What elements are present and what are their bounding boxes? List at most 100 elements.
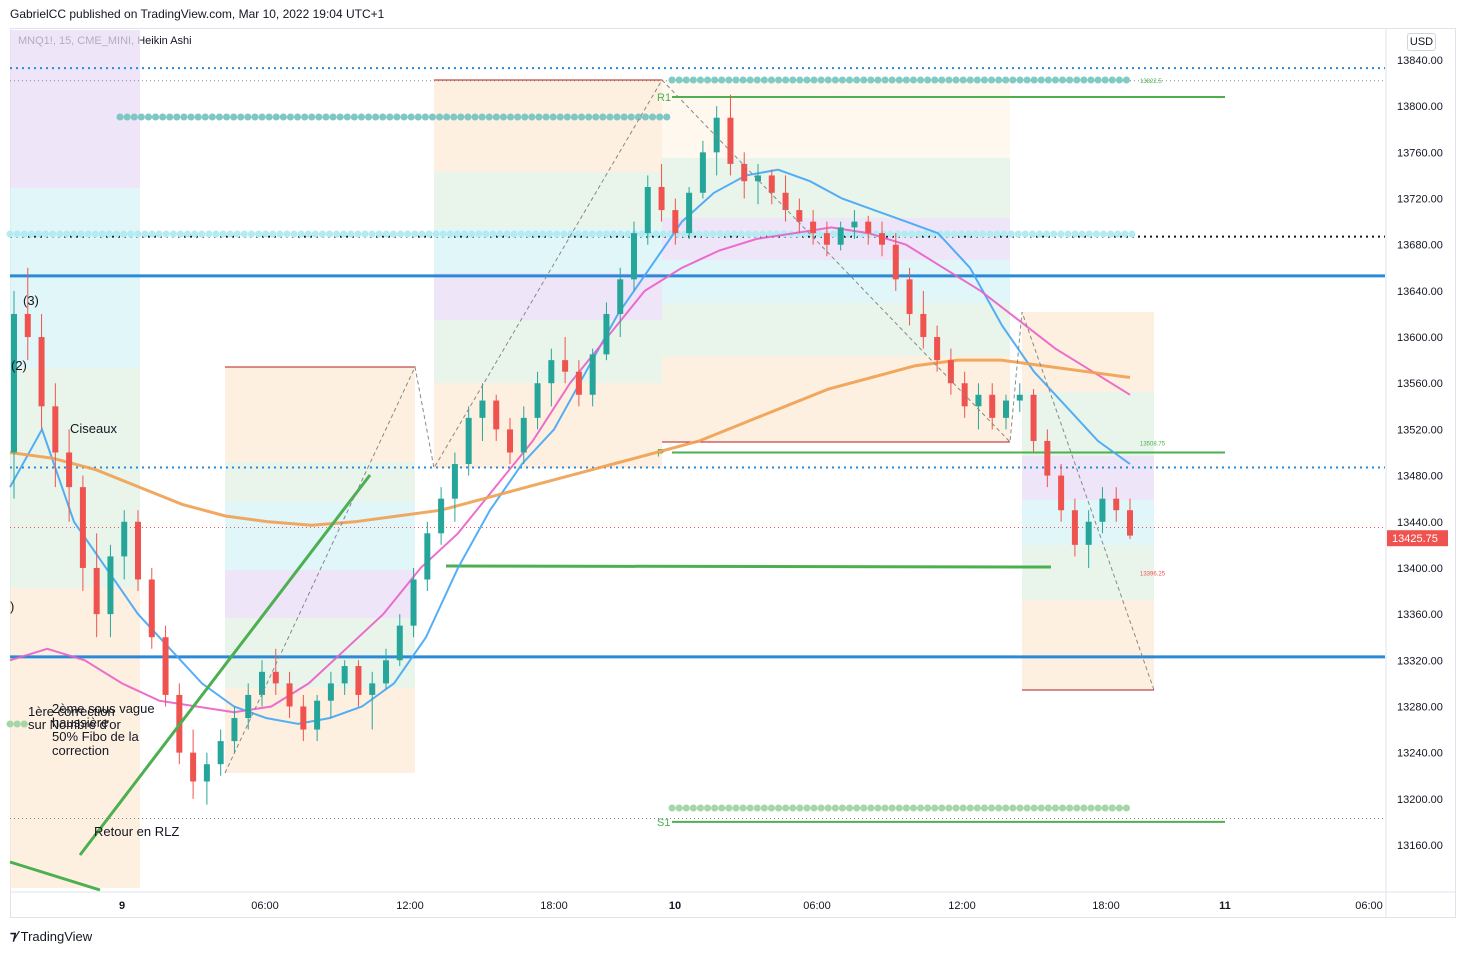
annotation-text: (2)	[11, 358, 27, 373]
candle-body	[920, 313, 927, 338]
candle-body	[1058, 475, 1065, 511]
candle-body	[217, 741, 224, 765]
candle-body	[892, 244, 899, 280]
candle-body	[203, 764, 210, 782]
candle-body	[451, 464, 458, 499]
y-tick-label: 13600.00	[1397, 332, 1443, 344]
candle-body	[410, 579, 417, 626]
zigzag-path	[224, 79, 1155, 774]
annotation-text: (3)	[23, 293, 39, 308]
candle-body	[245, 694, 252, 719]
candle-body	[38, 337, 45, 407]
x-tick-label: 11	[1219, 900, 1231, 912]
pivot-label-s1: S1	[657, 817, 670, 829]
candle-body	[727, 117, 734, 164]
fib-zone-18	[662, 218, 1010, 260]
candle-body	[52, 406, 59, 453]
candle-body	[782, 192, 789, 211]
candle-body	[272, 671, 279, 684]
fib-zone-24	[1022, 456, 1154, 500]
candle-body	[879, 233, 885, 245]
candle-body	[686, 192, 693, 234]
candle-body	[989, 394, 996, 418]
last-price-label: 13425.75	[1392, 533, 1438, 545]
fib-zone-17	[662, 158, 1010, 218]
candle-body	[713, 117, 720, 153]
candle-body	[24, 313, 31, 338]
annotation-text: correction	[52, 743, 109, 758]
fib-zone-15	[434, 383, 662, 468]
y-tick-label: 13480.00	[1397, 471, 1443, 483]
annotation-text: haussière	[52, 715, 108, 730]
ma-line-1	[9, 226, 1131, 714]
candle-body	[314, 700, 321, 730]
candle-body	[66, 452, 73, 488]
y-tick-label: 13640.00	[1397, 286, 1443, 298]
last-price-tag	[1387, 530, 1448, 547]
y-tick-label: 13800.00	[1397, 101, 1443, 113]
candle-body	[507, 429, 513, 453]
candle-body	[672, 210, 679, 234]
candle-body	[947, 360, 954, 384]
candle-body	[107, 556, 114, 615]
candle-body	[837, 227, 844, 245]
green-support-line	[445, 564, 1052, 569]
y-axis: 13840.00 13800.00 13760.00 13720.00 13680.00…	[1385, 28, 1448, 918]
fib-zone-1	[10, 188, 140, 368]
candle-body	[658, 186, 665, 211]
candle-body	[465, 417, 472, 465]
drawings-layer	[9, 79, 1155, 892]
candle-body	[438, 498, 445, 534]
candle-body	[1127, 510, 1133, 536]
candle-body	[148, 579, 155, 638]
x-tick-label: 06:00	[803, 900, 831, 912]
published-header: GabrielCC published on TradingView.com, …	[10, 7, 385, 21]
x-tick-label: 9	[119, 900, 125, 912]
x-tick-label: 18:00	[540, 900, 568, 912]
candle-body	[796, 210, 803, 222]
fib-zone-19	[662, 260, 1010, 303]
fib-zone-5	[225, 462, 415, 502]
candle-body	[534, 383, 541, 418]
fib-zone-16	[662, 80, 1010, 158]
candle-body	[341, 666, 348, 684]
candle-body	[231, 718, 238, 742]
currency-button[interactable]: USD	[1407, 33, 1436, 51]
fib-zone-21	[662, 356, 1010, 442]
y-tick-label: 13440.00	[1397, 517, 1443, 529]
annotation-text: 2ème sous vague	[52, 701, 155, 716]
annotation-text: Ciseaux	[70, 421, 117, 436]
zones-layer	[10, 30, 1154, 888]
candle-body	[300, 706, 307, 730]
footer[interactable]: ⁊∕ TradingView	[10, 928, 92, 944]
candle-body	[768, 175, 775, 193]
y-tick-label: 13520.00	[1397, 424, 1443, 436]
candle-body	[1113, 498, 1120, 511]
fib-zone-3	[10, 588, 140, 888]
annotation-text: 50% Fibo de la	[52, 729, 139, 744]
tradingview-logo-icon: ⁊∕	[10, 928, 18, 943]
candle-body	[823, 233, 830, 245]
footer-brand: TradingView	[20, 928, 93, 944]
fib-zone-7	[225, 570, 415, 618]
candle-body	[396, 625, 403, 661]
pivot-label-r1: R1	[657, 92, 671, 104]
candle-body	[369, 683, 376, 695]
level-label-2: 13396.25	[1140, 571, 1166, 577]
ma-line-0	[9, 168, 1131, 725]
candle-body	[493, 400, 500, 430]
y-tick-label: 13560.00	[1397, 378, 1443, 390]
candle-body	[631, 233, 637, 280]
candle-body	[865, 221, 872, 234]
fib-zone-11	[434, 172, 662, 228]
x-tick-label: 18:00	[1092, 900, 1120, 912]
y-tick-label: 13840.00	[1397, 55, 1443, 67]
candle-body	[699, 152, 706, 193]
pivot-label-p: P	[657, 448, 664, 460]
x-tick-label: 06:00	[251, 900, 279, 912]
fib-zone-4	[225, 367, 415, 462]
candle-body	[259, 671, 265, 695]
candle-body	[562, 360, 569, 372]
y-tick-label: 13240.00	[1397, 748, 1443, 760]
